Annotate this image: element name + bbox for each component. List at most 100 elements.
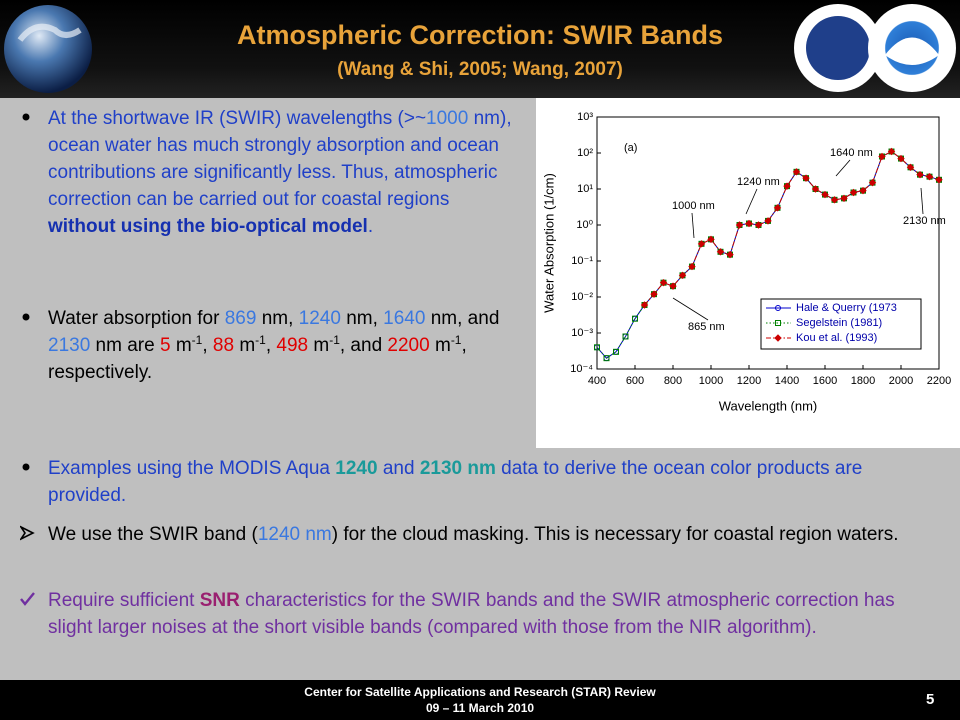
marker [859, 186, 867, 195]
marker [754, 221, 763, 229]
marker [613, 348, 619, 355]
text-run: ) for the cloud masking. This is necessa… [331, 524, 899, 545]
bullet-icon [22, 463, 30, 471]
marker [775, 320, 781, 326]
text-run: 1240 nm [257, 524, 332, 545]
marker [735, 221, 744, 229]
footer: Center for Satellite Applications and Re… [0, 680, 960, 720]
marker [887, 147, 896, 156]
marker [622, 333, 629, 340]
text-run: Examples using the MODIS Aqua [48, 458, 336, 479]
text-run: 1000 [426, 108, 469, 129]
marker [697, 240, 706, 248]
text-run: without using the bio-optical model [48, 216, 368, 237]
x-tick-label: 1000 [699, 375, 723, 387]
header-graphics [4, 4, 956, 93]
marker [678, 271, 687, 280]
annotation-arrow [691, 212, 695, 239]
marker [916, 170, 924, 179]
x-tick-label: 1200 [737, 375, 761, 387]
text-run: -1 [450, 333, 462, 347]
marker [688, 262, 696, 271]
y-tick-label: 10⁻¹ [571, 255, 593, 267]
text-run: 1640 [383, 308, 426, 329]
marker [783, 182, 791, 190]
text-run: data to derive the ocean color products … [48, 458, 863, 506]
marker [792, 168, 801, 176]
annotation: 865 nm [688, 321, 725, 333]
legend-box [760, 298, 922, 350]
marker [811, 185, 820, 193]
plot-frame [596, 116, 940, 370]
marker [840, 194, 848, 203]
y-tick-label: 10⁻⁴ [570, 363, 593, 375]
y-tick-label: 10³ [577, 111, 593, 123]
chart: 400 600 800 1000 1200 1400 1600 1800 2000 2200 10³… [541, 111, 951, 414]
legend-label: Hale & Querry (1973 [796, 302, 897, 314]
x-tick-label: 1400 [775, 375, 799, 387]
bullet-icon [22, 113, 30, 121]
legend-label: Kou et al. (1993) [796, 332, 877, 344]
marker [897, 154, 905, 163]
marker [745, 219, 753, 228]
x-tick-label: 2200 [927, 375, 951, 387]
text-run: m [170, 335, 192, 356]
bullet: Water absorption for 869 nm, 1240 nm, 16… [22, 305, 523, 386]
marker [603, 355, 610, 362]
marker [764, 217, 772, 225]
header: Atmospheric Correction: SWIR Bands (Wang… [0, 0, 960, 98]
series-line [644, 150, 940, 306]
text-run: 5 [159, 335, 171, 356]
y-tick-label: 10⁰ [576, 219, 593, 231]
annotation: 1000 nm [672, 200, 715, 212]
marker [640, 301, 649, 309]
annotation-arrow [835, 159, 851, 177]
annotation-arrow [745, 188, 758, 215]
marker [821, 190, 829, 199]
bullet: Require sufficient SNR characteristics f… [20, 587, 943, 641]
marker [650, 290, 658, 298]
text-run: 2130 nm [419, 458, 496, 479]
text-run: nm, [340, 308, 384, 329]
x-tick-label: 1600 [813, 375, 837, 387]
legend-label: Segelstein (1981) [796, 317, 882, 329]
marker [906, 163, 915, 172]
marker [830, 196, 839, 204]
text-run: 869 [224, 308, 257, 329]
text-run: nm), ocean water has much strongly absor… [48, 108, 512, 210]
x-tick-label: 2000 [889, 375, 913, 387]
earth-clouds [17, 23, 82, 42]
text-run: nm, [256, 308, 299, 329]
text-run: We use the SWIR band ( [48, 524, 258, 545]
x-tick-label: 400 [588, 375, 606, 387]
marker [659, 278, 668, 287]
text-run: nm, and [425, 308, 500, 329]
title: Atmospheric Correction: SWIR Bands [236, 20, 724, 50]
marker [707, 235, 715, 244]
annotation-arrow [920, 187, 924, 215]
noaa-logo-bird [885, 37, 939, 65]
y-tick-label: 10¹ [577, 183, 593, 195]
marker [726, 250, 734, 259]
text-run: m [429, 335, 451, 356]
text-run: At the shortwave IR (SWIR) wavelengths (… [48, 108, 427, 129]
earth-image [4, 5, 92, 93]
marker [774, 334, 782, 342]
marker [773, 204, 782, 212]
subtitle: (Wang & Shi, 2005; Wang, 2007) [337, 59, 623, 80]
annotation: 1640 nm [830, 147, 873, 159]
figure: 400 600 800 1000 1200 1400 1600 1800 2000 2200 10³… [536, 98, 960, 448]
bullet-icon [20, 592, 35, 606]
bullet: At the shortwave IR (SWIR) wavelengths (… [22, 105, 518, 240]
marker [868, 178, 877, 187]
text-run: -1 [255, 333, 266, 347]
text-run: , respectively. [48, 335, 467, 383]
x-tick-label: 1800 [851, 375, 875, 387]
marker [878, 152, 886, 161]
y-tick-label: 10⁻² [571, 291, 593, 303]
bullet: Examples using the MODIS Aqua 1240 and 2… [22, 455, 943, 509]
marker [775, 305, 781, 311]
text-run: Water absorption for [48, 308, 225, 329]
marker [632, 315, 638, 322]
